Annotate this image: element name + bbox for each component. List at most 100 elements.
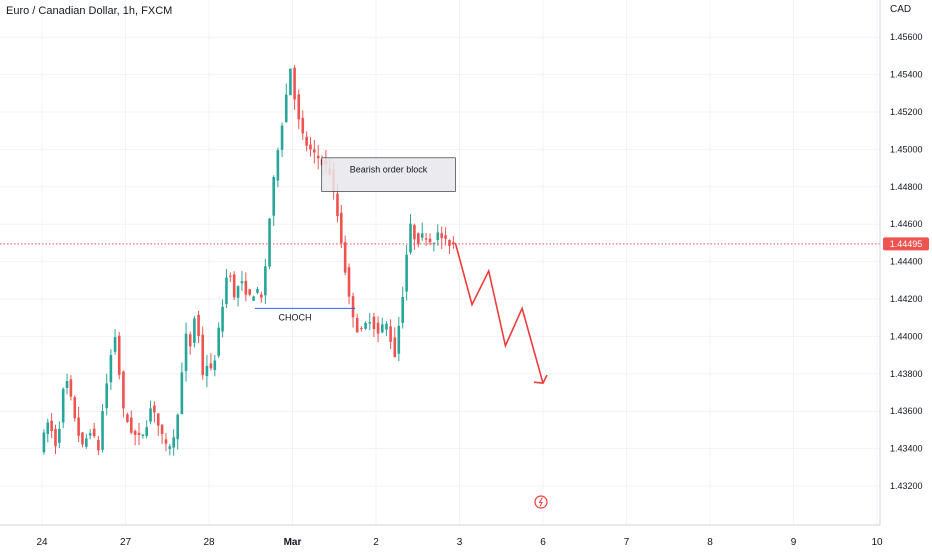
- candle-body: [343, 242, 347, 273]
- y-tick-label: 1.44800: [890, 182, 923, 192]
- candle-body: [244, 280, 248, 295]
- candle-body: [289, 68, 292, 96]
- candle-body: [260, 294, 263, 298]
- candle-body: [336, 193, 339, 216]
- candle-body: [61, 388, 65, 423]
- candle-body: [276, 150, 280, 181]
- candle-body: [368, 322, 372, 324]
- candle-body: [129, 417, 133, 433]
- candle-body: [293, 67, 296, 100]
- candle-body: [213, 360, 217, 371]
- candle-body: [101, 410, 104, 450]
- x-tick-label: 9: [791, 537, 797, 548]
- candle-body: [92, 428, 96, 437]
- candle-body: [172, 437, 175, 448]
- candle-body: [97, 439, 100, 451]
- candle-body: [305, 136, 308, 146]
- candle-body: [205, 365, 209, 377]
- last-price-tag: [883, 237, 929, 251]
- order-block-box: [321, 157, 456, 192]
- y-tick-label: 1.45000: [890, 144, 923, 154]
- y-tick-label: 1.44200: [890, 294, 923, 304]
- candle-body: [444, 235, 447, 239]
- candle-body: [232, 274, 236, 298]
- x-tick-label: 24: [36, 537, 48, 548]
- candle-body: [351, 296, 355, 318]
- candle-body: [452, 242, 455, 245]
- x-tick-label: 7: [624, 537, 630, 548]
- y-tick-label: 1.43800: [890, 369, 923, 379]
- order-block-label: Bearish order block: [350, 165, 428, 175]
- candle-body: [420, 233, 424, 238]
- candle-body: [364, 323, 367, 329]
- candle-body: [272, 177, 276, 216]
- candle-body: [69, 379, 73, 397]
- candle-body: [428, 238, 432, 243]
- x-tick-label: Mar: [284, 537, 302, 548]
- projection-arrowhead: [533, 374, 548, 385]
- y-tick-label: 1.43400: [890, 444, 923, 454]
- candle-body: [264, 266, 267, 296]
- currency-label: CAD: [890, 4, 912, 15]
- x-tick-label: 2: [373, 537, 379, 548]
- candle-body: [424, 238, 428, 240]
- x-tick-label: 10: [871, 537, 883, 548]
- x-tick-label: 27: [120, 537, 132, 548]
- candle-body: [156, 413, 160, 426]
- candle-body: [252, 296, 255, 301]
- y-tick-label: 1.44400: [890, 257, 923, 267]
- axes: 1.45600 1.45400 1.45200 1.45000 1.44800 1.446…: [0, 0, 923, 548]
- candle-body: [73, 397, 77, 419]
- annotations: 1.44495 Bearish order block CHOCH: [0, 157, 929, 509]
- candle-body: [347, 267, 351, 297]
- candle-body: [380, 324, 384, 333]
- candle-body: [126, 414, 129, 422]
- candle-body: [389, 326, 392, 342]
- candle-body: [65, 381, 69, 388]
- candle-body: [401, 296, 405, 323]
- candle-body: [316, 155, 320, 159]
- candle-body: [42, 432, 46, 453]
- candle-body: [46, 422, 50, 434]
- candle-body: [256, 288, 259, 293]
- y-tick-label: 1.43200: [890, 481, 923, 491]
- candle-body: [432, 243, 436, 245]
- y-tick-label: 1.43600: [890, 406, 923, 416]
- candle-body: [309, 144, 312, 150]
- x-tick-label: 3: [457, 537, 463, 548]
- candle-body: [301, 117, 305, 134]
- candle-body: [201, 334, 205, 376]
- candle-body: [417, 233, 420, 245]
- candle-body: [248, 289, 252, 295]
- candle-body: [180, 372, 184, 414]
- candle-body: [360, 328, 363, 330]
- candle-body: [385, 323, 388, 330]
- candle-body: [240, 281, 244, 284]
- candle-body: [372, 316, 376, 329]
- grid: [0, 0, 880, 525]
- candle-body: [133, 430, 137, 435]
- x-tick-label: 8: [707, 537, 713, 548]
- lightning-icon: [538, 497, 543, 507]
- candle-body: [280, 125, 284, 150]
- candle-body: [188, 334, 192, 347]
- candle-body: [117, 335, 121, 375]
- candle-body: [405, 254, 408, 292]
- candle-body: [268, 218, 271, 267]
- candle-body: [122, 371, 125, 409]
- candle-body: [145, 427, 148, 436]
- candle-body: [160, 424, 164, 434]
- candle-body: [105, 383, 109, 409]
- candle-body: [397, 325, 401, 354]
- candle-body: [81, 432, 84, 445]
- candle-body: [141, 434, 145, 436]
- candle-body: [50, 420, 53, 432]
- projection-path: [454, 242, 544, 384]
- candle-body: [109, 354, 113, 383]
- candle-body: [77, 417, 80, 436]
- candle-body: [85, 438, 88, 447]
- y-tick-label: 1.44600: [890, 219, 923, 229]
- y-tick-label: 1.45600: [890, 32, 923, 42]
